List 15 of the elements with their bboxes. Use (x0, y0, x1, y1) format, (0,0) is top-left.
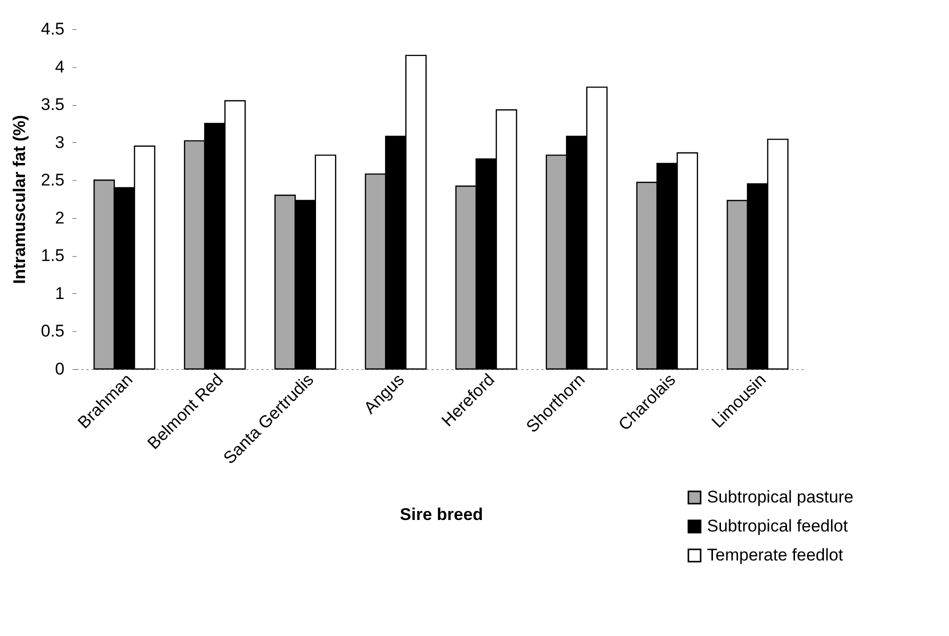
y-axis-title: Intramuscular fat (%) (10, 114, 29, 284)
y-tick-label: 4 (55, 57, 64, 76)
legend-label: Subtropical pasture (707, 488, 854, 506)
y-tick-label: 3.5 (40, 95, 64, 114)
legend-label: Subtropical feedlot (707, 516, 848, 536)
y-tick-label: 0.5 (40, 322, 64, 341)
y-tick-label: 1 (55, 284, 64, 303)
x-axis-title: Sire breed (400, 505, 484, 524)
y-tick-label: 0 (55, 360, 64, 378)
y-tick-label: 2.5 (40, 170, 64, 190)
legend-label: Temperate feedlot (707, 546, 844, 564)
y-tick-label: 4.5 (40, 20, 64, 38)
y-tick-label: 1.5 (40, 246, 64, 266)
y-tick-label: 2 (55, 208, 64, 228)
y-tick-label: 3 (55, 132, 64, 152)
